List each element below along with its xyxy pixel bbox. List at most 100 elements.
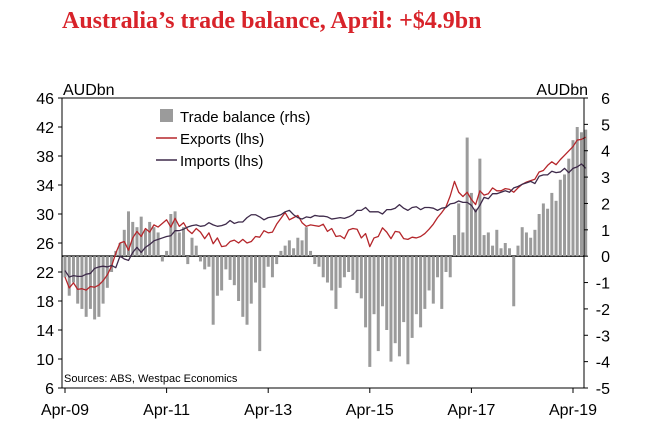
- trade-balance-bar: [465, 137, 469, 257]
- trade-balance-bar: [444, 256, 448, 272]
- trade-balance-bar: [495, 229, 499, 257]
- trade-balance-bar: [508, 248, 511, 257]
- trade-balance-bar: [414, 256, 418, 315]
- trade-balance-bar: [207, 256, 211, 267]
- x-tick-label: Apr-17: [447, 402, 495, 419]
- trade-balance-bar: [84, 256, 88, 317]
- trade-balance-bar: [275, 256, 279, 265]
- trade-balance-bar: [376, 256, 380, 352]
- trade-balance-bar: [567, 158, 571, 257]
- trade-balance-bar: [575, 127, 579, 257]
- trade-balance-bar: [88, 256, 92, 309]
- trade-balance-bar: [283, 245, 287, 257]
- y-left-tick-label: 38: [36, 149, 54, 166]
- trade-balance-bar: [512, 256, 516, 307]
- y-right-tick-label: -4: [596, 355, 610, 372]
- trade-balance-bar: [503, 243, 507, 257]
- trade-balance-bar: [287, 240, 291, 257]
- trade-balance-bar: [584, 129, 588, 257]
- trade-balance-bar: [152, 227, 156, 257]
- trade-balance-bar: [317, 256, 321, 267]
- trade-balance-bar: [198, 256, 202, 262]
- legend-label: Imports (lhs): [180, 153, 263, 170]
- trade-balance-bar: [165, 250, 169, 257]
- y-left-tick-label: 34: [36, 178, 54, 195]
- trade-balance-bar: [524, 232, 528, 257]
- y-right-tick-label: 3: [601, 170, 610, 187]
- trade-balance-bar: [381, 256, 384, 307]
- y-right-tick-label: 1: [601, 223, 610, 240]
- trade-balance-bar: [541, 203, 545, 257]
- right-axis-unit: AUDbn: [536, 82, 588, 99]
- trade-balance-bar: [211, 256, 215, 325]
- y-right-tick-label: -2: [596, 302, 610, 319]
- trade-balance-bar: [347, 256, 351, 272]
- trade-balance-bar: [232, 256, 236, 286]
- trade-balance-bar: [440, 256, 444, 309]
- trade-balance-bar: [186, 256, 190, 265]
- trade-balance-bar: [402, 256, 406, 323]
- trade-balance-bar: [300, 240, 304, 257]
- trade-balance-bar: [325, 256, 329, 283]
- y-left-tick-label: 18: [36, 294, 54, 311]
- trade-balance-bar: [245, 256, 249, 325]
- trade-balance-bar: [105, 256, 109, 288]
- trade-balance-bar: [266, 256, 270, 267]
- trade-balance-bar: [550, 192, 554, 257]
- trade-balance-bar: [452, 235, 456, 257]
- trade-balance-bar: [469, 192, 473, 257]
- x-tick-label: Apr-13: [244, 402, 292, 419]
- trade-balance-bar: [249, 256, 253, 304]
- trade-balance-bar: [237, 256, 241, 301]
- trade-balance-bar: [330, 256, 334, 291]
- y-right-tick-label: -5: [596, 381, 610, 398]
- y-left-tick-label: 6: [45, 381, 54, 398]
- y-right-tick-label: 4: [601, 144, 610, 161]
- trade-balance-bar: [359, 256, 363, 299]
- legend-swatch-trade-balance: [160, 109, 173, 122]
- trade-balance-bar: [579, 132, 583, 257]
- trade-balance-bar: [279, 250, 283, 257]
- trade-balance-bar: [520, 227, 524, 257]
- trade-balance-bar: [516, 245, 520, 257]
- y-left-tick-label: 22: [36, 265, 54, 282]
- y-right-tick-label: 0: [601, 249, 610, 266]
- y-left-tick-label: 26: [36, 236, 54, 253]
- trade-balance-bar: [529, 237, 533, 257]
- trade-balance-bar: [342, 256, 346, 278]
- trade-balance-bar: [110, 256, 114, 272]
- y-left-tick-label: 14: [36, 323, 54, 340]
- trade-balance-bar: [410, 256, 414, 338]
- trade-balance-bar: [436, 256, 440, 278]
- y-right-tick-label: 5: [601, 117, 610, 134]
- x-tick-label: Apr-19: [549, 402, 597, 419]
- x-tick-label: Apr-15: [346, 402, 394, 419]
- trade-balance-bar: [368, 256, 372, 367]
- trade-balance-bar: [448, 256, 452, 278]
- trade-balance-bar: [558, 179, 562, 257]
- y-left-tick-label: 46: [36, 91, 54, 108]
- trade-balance-bar: [224, 256, 228, 270]
- trade-balance-bar: [71, 256, 75, 283]
- trade-balance-bar: [355, 256, 359, 294]
- trade-balance-bar: [461, 232, 465, 257]
- trade-balance-bar: [423, 256, 427, 309]
- trade-balance-bar: [304, 227, 308, 257]
- trade-balance-bar: [321, 256, 325, 278]
- trade-balance-bar: [296, 237, 300, 257]
- trade-balance-bar: [292, 248, 296, 257]
- trade-balance-bar: [262, 256, 266, 288]
- trade-balance-bar: [160, 256, 164, 262]
- trade-balance-bar: [118, 243, 122, 257]
- trade-balance-bar: [313, 256, 317, 265]
- trade-balance-bar: [173, 211, 177, 257]
- trade-balance-bar: [533, 229, 537, 257]
- trade-balance-bar: [258, 256, 262, 352]
- trade-balance-bar: [156, 232, 160, 257]
- trade-balance-bar: [563, 174, 567, 257]
- trade-balance-bar: [177, 232, 181, 257]
- trade-balance-bar: [220, 256, 224, 291]
- x-axis: Apr-09 Apr-11 Apr-13 Apr-15 Apr-17 Apr-19: [41, 388, 597, 419]
- x-tick-label: Apr-11: [143, 402, 190, 419]
